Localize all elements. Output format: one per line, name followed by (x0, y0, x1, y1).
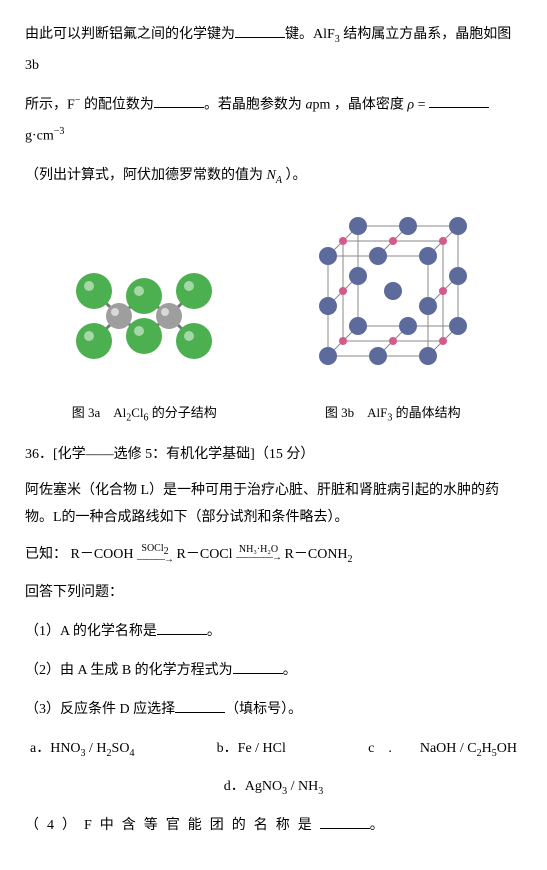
reactant-2: R－COCl (177, 547, 233, 562)
text: （2）由 A 生成 B 的化学方程式为 (25, 663, 233, 678)
question-4: （4）F中含等官能团的名称是 。 (25, 811, 522, 842)
text: ）。 (282, 168, 307, 183)
figures-row: 图 3a Al2Cl6 的分子结构 (25, 206, 522, 429)
blank (320, 814, 370, 829)
arrow-1: SOCl2 ———→ (137, 544, 173, 565)
figure-3a: 图 3a Al2Cl6 的分子结构 (59, 251, 229, 429)
paragraph-2: 所示，F− 的配位数为。若晶胞参数为 apm ，晶体密度 ρ = g·cm−3 (25, 90, 522, 153)
text: pm ，晶体密度 (312, 97, 407, 112)
option-b: b．Fe / HCl (217, 734, 286, 765)
text: OH (497, 741, 517, 756)
option-d: d．AgNO3 / NH3 (25, 772, 522, 803)
text: 图 3b AlF (325, 405, 387, 420)
text: 的分子结构 (149, 405, 217, 420)
text: SO (112, 741, 130, 756)
text: H (482, 741, 492, 756)
answer-prompt: 回答下列问题： (25, 578, 522, 609)
figure-3b: 图 3b AlF3 的晶体结构 (298, 206, 488, 429)
blank (175, 698, 225, 713)
option-a: a．HNO3 / H2SO4 (30, 734, 134, 765)
option-c: c . NaOH / C2H5OH (368, 734, 517, 765)
crystal-svg (298, 206, 488, 381)
blank (157, 620, 207, 635)
var-na: N (267, 168, 276, 183)
text: 。 (207, 624, 221, 639)
sub: 2 (348, 553, 353, 564)
text: c . NaOH / C (368, 741, 477, 756)
product: R－CONH (285, 547, 348, 562)
sup: −3 (54, 126, 65, 137)
figure-3a-caption: 图 3a Al2Cl6 的分子结构 (59, 399, 229, 430)
known-reaction: 已知： R－COOH SOCl2 ———→ R－COCl NH₃·H₂O ———… (25, 540, 522, 571)
options-row: a．HNO3 / H2SO4 b．Fe / HCl c . NaOH / C2H… (25, 734, 522, 765)
text: d．AgNO (224, 779, 282, 794)
text: g·cm (25, 129, 54, 144)
paragraph-3: （列出计算式，阿伏加德罗常数的值为 NA ）。 (25, 161, 522, 192)
paragraph-1: 由此可以判断铝氟之间的化学键为键。AlF3 结构属立方晶系，晶胞如图 3b (25, 20, 522, 82)
question-3: （3）反应条件 D 应选择 （填标号）。 (25, 695, 522, 726)
molecule-svg (59, 251, 229, 381)
text: （填标号）。 (225, 702, 302, 717)
cond: SOCl (141, 543, 163, 554)
text: = (414, 97, 429, 112)
blank (429, 93, 489, 108)
text: / H (86, 741, 107, 756)
text: （3）反应条件 D 应选择 (25, 702, 175, 717)
text: a．HNO (30, 741, 81, 756)
text: 的晶体结构 (392, 405, 460, 420)
text: 。若晶胞参数为 (204, 97, 306, 112)
blank (235, 23, 285, 38)
arrow-2: NH₃·H₂O ————→ (236, 545, 281, 563)
text: Cl (131, 405, 143, 420)
question-2: （2）由 A 生成 B 的化学方程式为 。 (25, 656, 522, 687)
figure-3b-caption: 图 3b AlF3 的晶体结构 (298, 399, 488, 430)
text: / NH (287, 779, 318, 794)
blank (233, 659, 283, 674)
text: 已知： (25, 547, 67, 562)
text: 由此可以判断铝氟之间的化学键为 (25, 27, 235, 42)
text: 。 (283, 663, 297, 678)
text: 图 3a Al (72, 405, 127, 420)
reactant-1: R－COOH (71, 547, 134, 562)
text: （列出计算式，阿伏加德罗常数的值为 (25, 168, 267, 183)
intro-text: 阿佐塞米（化合物 L）是一种可用于治疗心脏、肝脏和肾脏病引起的水肿的药物。L的一… (25, 478, 522, 531)
text: （1）A 的化学名称是 (25, 624, 157, 639)
text: 的配位数为 (80, 97, 154, 112)
text: 所示，F (25, 97, 75, 112)
text: 。 (370, 818, 392, 833)
text: 键。AlF (285, 27, 335, 42)
text: （4）F中含等官能团的名称是 (25, 818, 320, 833)
blank (154, 93, 204, 108)
question-1: （1）A 的化学名称是 。 (25, 617, 522, 648)
question-36-header: 36．[化学——选修 5：有机化学基础]（15 分） (25, 440, 522, 471)
